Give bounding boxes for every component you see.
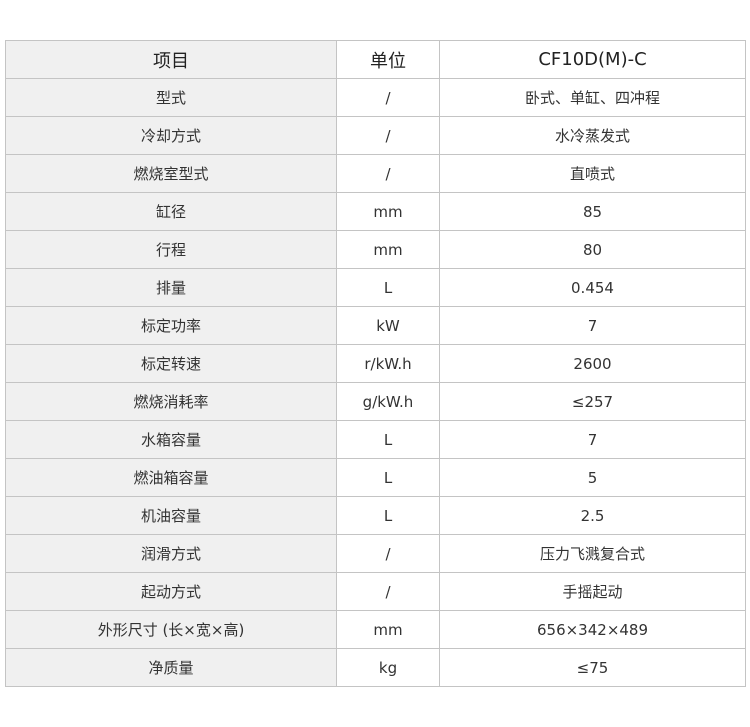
- cell-value: 手摇起动: [439, 572, 746, 611]
- table-row: 机油容量 L 2.5: [5, 496, 746, 535]
- cell-item: 行程: [5, 230, 337, 269]
- cell-value: 656×342×489: [439, 610, 746, 649]
- cell-unit: kg: [336, 648, 440, 687]
- table-row: 外形尺寸 (长×宽×高) mm 656×342×489: [5, 610, 746, 649]
- table-row: 行程 mm 80: [5, 230, 746, 269]
- cell-value: ≤75: [439, 648, 746, 687]
- cell-item: 冷却方式: [5, 116, 337, 155]
- cell-value: 2.5: [439, 496, 746, 535]
- cell-item: 燃油箱容量: [5, 458, 337, 497]
- cell-value: 5: [439, 458, 746, 497]
- cell-item: 标定转速: [5, 344, 337, 383]
- cell-value: 7: [439, 420, 746, 459]
- cell-unit: mm: [336, 610, 440, 649]
- cell-item: 水箱容量: [5, 420, 337, 459]
- cell-value: 7: [439, 306, 746, 345]
- cell-unit: L: [336, 458, 440, 497]
- header-model: CF10D(M)-C: [439, 40, 746, 79]
- table-row: 排量 L 0.454: [5, 268, 746, 307]
- cell-unit: L: [336, 420, 440, 459]
- table-row: 燃油箱容量 L 5: [5, 458, 746, 497]
- table-row: 燃烧室型式 / 直喷式: [5, 154, 746, 193]
- cell-unit: L: [336, 496, 440, 535]
- cell-value: 80: [439, 230, 746, 269]
- spec-table: 项目 单位 CF10D(M)-C 型式 / 卧式、单缸、四冲程 冷却方式 / 水冷蒸发式燃…: [5, 40, 746, 687]
- table-row: 水箱容量 L 7: [5, 420, 746, 459]
- cell-unit: /: [336, 572, 440, 611]
- header-item: 项目: [5, 40, 337, 79]
- cell-value: 卧式、单缸、四冲程: [439, 78, 746, 117]
- cell-item: 外形尺寸 (长×宽×高): [5, 610, 337, 649]
- cell-value: 压力飞溅复合式: [439, 534, 746, 573]
- table-row: 起动方式 / 手摇起动: [5, 572, 746, 611]
- cell-unit: g/kW.h: [336, 382, 440, 421]
- cell-item: 机油容量: [5, 496, 337, 535]
- cell-item: 标定功率: [5, 306, 337, 345]
- cell-item: 排量: [5, 268, 337, 307]
- cell-value: 水冷蒸发式: [439, 116, 746, 155]
- cell-item: 型式: [5, 78, 337, 117]
- cell-unit: mm: [336, 230, 440, 269]
- cell-unit: /: [336, 78, 440, 117]
- table-row: 缸径 mm 85: [5, 192, 746, 231]
- cell-item: 燃烧室型式: [5, 154, 337, 193]
- cell-unit: L: [336, 268, 440, 307]
- table-row: 标定转速 r/kW.h 2600: [5, 344, 746, 383]
- cell-value: ≤257: [439, 382, 746, 421]
- cell-value: 直喷式: [439, 154, 746, 193]
- cell-unit: r/kW.h: [336, 344, 440, 383]
- table-row: 润滑方式 / 压力飞溅复合式: [5, 534, 746, 573]
- cell-unit: /: [336, 154, 440, 193]
- cell-item: 净质量: [5, 648, 337, 687]
- cell-item: 缸径: [5, 192, 337, 231]
- cell-unit: mm: [336, 192, 440, 231]
- table-row: 燃烧消耗率 g/kW.h ≤257: [5, 382, 746, 421]
- cell-value: 0.454: [439, 268, 746, 307]
- cell-item: 起动方式: [5, 572, 337, 611]
- cell-value: 85: [439, 192, 746, 231]
- cell-unit: /: [336, 534, 440, 573]
- cell-value: 2600: [439, 344, 746, 383]
- cell-item: 燃烧消耗率: [5, 382, 337, 421]
- cell-unit: kW: [336, 306, 440, 345]
- cell-item: 润滑方式: [5, 534, 337, 573]
- table-row: 标定功率 kW 7: [5, 306, 746, 345]
- table-row: 冷却方式 / 水冷蒸发式: [5, 116, 746, 155]
- table-row: 净质量 kg ≤75: [5, 648, 746, 687]
- table-header-row: 项目 单位 CF10D(M)-C: [5, 40, 746, 79]
- table-row: 型式 / 卧式、单缸、四冲程: [5, 78, 746, 117]
- header-unit: 单位: [336, 40, 440, 79]
- cell-unit: /: [336, 116, 440, 155]
